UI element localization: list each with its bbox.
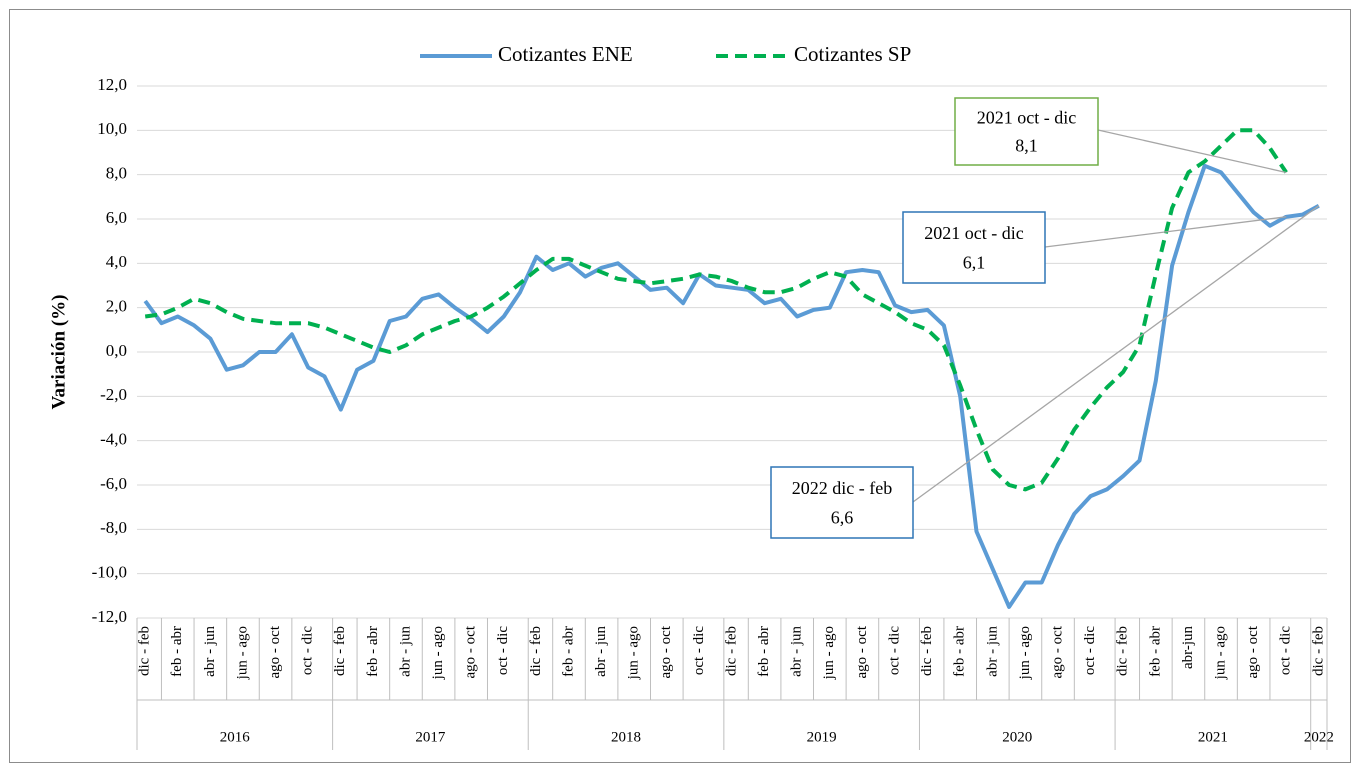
x-group-label: 2016 [220,729,251,745]
annotation-box [954,97,1099,166]
x-tick-label: ago - oct [1049,625,1065,678]
x-tick-label: ago - oct [854,625,870,678]
y-tick-label: -12,0 [92,607,127,626]
x-tick-label: abr-jun [1180,626,1196,670]
x-tick-label: jun - ago [821,626,837,680]
chart-frame [9,9,1351,763]
y-tick-label: 10,0 [97,119,127,138]
x-group-label: 2017 [415,729,446,745]
x-tick-label: dic - feb [1115,626,1131,676]
annotation-value: 6,6 [831,508,854,528]
x-tick-label: abr - jun [397,626,413,677]
x-tick-label: dic - feb [723,626,739,676]
series-line [144,128,1288,492]
x-tick-label: dic - feb [332,626,348,676]
x-tick-label: oct - dic [495,626,511,675]
y-axis-title: Variación (%) [48,295,69,410]
x-tick-label: feb - abr [560,626,576,677]
x-tick-label: abr - jun [984,626,1000,677]
legend-label: Cotizantes ENE [498,42,633,66]
x-tick-label: dic - feb [919,626,935,676]
x-tick-label: jun - ago [1017,626,1033,680]
x-tick-label: jun - ago [1212,626,1228,680]
x-tick-label: feb - abr [756,626,772,677]
annotation-box [902,211,1046,284]
y-tick-label: -6,0 [100,474,127,493]
x-tick-label: dic - feb [1310,626,1326,676]
x-tick-label: ago - oct [658,625,674,678]
x-group-label: 2019 [807,729,837,745]
x-tick-label: jun - ago [430,626,446,680]
x-tick-label: ago - oct [463,625,479,678]
annotation-leader [1044,216,1287,248]
x-tick-label: dic - feb [137,626,153,676]
x-tick-label: jun - ago [234,626,250,680]
y-tick-label: 2,0 [106,297,127,316]
x-group-label: 2020 [1002,729,1032,745]
y-tick-label: 4,0 [106,252,127,271]
y-tick-label: 8,0 [106,164,127,183]
y-tick-label: 0,0 [106,341,127,360]
x-tick-label: ago - oct [1245,625,1261,678]
y-tick-label: -8,0 [100,518,127,537]
annotation-text: 2021 oct - dic [977,108,1076,128]
y-tick-label: -10,0 [92,563,127,582]
x-group-label: 2021 [1198,729,1228,745]
annotation-text: 2022 dic - feb [792,478,892,498]
x-tick-label: ago - oct [267,625,283,678]
annotation-leader [1097,129,1287,174]
x-tick-label: oct - dic [691,626,707,675]
y-tick-label: 6,0 [106,208,127,227]
annotation-value: 8,1 [1015,136,1038,156]
x-tick-label: abr - jun [593,626,609,677]
annotation-box [770,466,914,539]
x-tick-label: feb - abr [365,626,381,677]
x-tick-label: feb - abr [1147,626,1163,677]
x-tick-label: abr - jun [789,626,805,677]
x-tick-label: feb - abr [169,626,185,677]
x-tick-label: oct - dic [1082,626,1098,675]
x-tick-label: oct - dic [1278,626,1294,675]
x-tick-label: dic - feb [528,626,544,676]
legend-label: Cotizantes SP [794,42,911,66]
x-group-label: 2022 [1304,729,1334,745]
annotation-text: 2021 oct - dic [924,223,1023,243]
x-tick-label: oct - dic [300,626,316,675]
annotation-leader [912,205,1320,503]
x-tick-label: oct - dic [886,626,902,675]
x-tick-label: jun - ago [626,626,642,680]
y-tick-label: 12,0 [97,75,127,94]
annotation-value: 6,1 [963,253,986,273]
x-tick-label: feb - abr [952,626,968,677]
x-tick-label: abr - jun [202,626,218,677]
y-tick-label: -2,0 [100,385,127,404]
y-tick-label: -4,0 [100,430,127,449]
x-group-label: 2018 [611,729,641,745]
series-line [143,163,1320,609]
